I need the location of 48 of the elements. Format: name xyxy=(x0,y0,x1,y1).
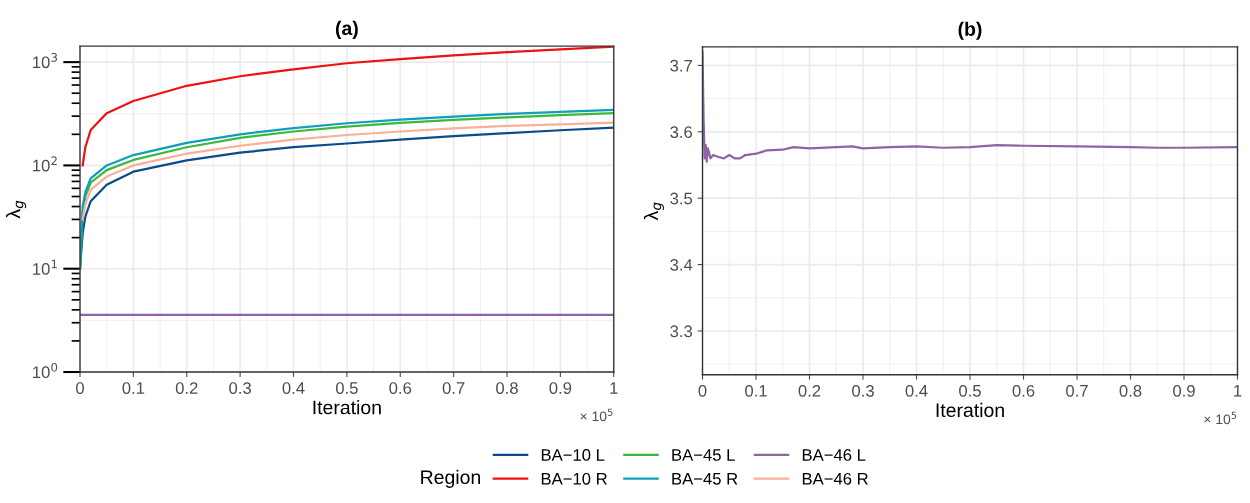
x-tick-label: 0.6 xyxy=(389,382,412,394)
y-tick-label: 10$^{3}$ xyxy=(33,52,57,69)
x-tick-label: 0.2 xyxy=(798,384,821,397)
line-series xyxy=(81,121,614,221)
x-tick-label: 0.9 xyxy=(1173,384,1195,397)
text: × 10$^{5}$ xyxy=(580,408,613,422)
x-axis-title: Iteration xyxy=(936,402,1004,418)
y-tick-label: 3.5 xyxy=(670,192,693,205)
x-tick-label: 0.3 xyxy=(229,382,251,394)
x-tick-label: 0.1 xyxy=(122,382,145,394)
legend-label: BA−10 L xyxy=(541,449,605,461)
legend-label: BA−46 R xyxy=(802,472,868,485)
y-tick-label: 3.3 xyxy=(670,325,693,338)
line-series xyxy=(702,51,1238,163)
chart-title: (b) xyxy=(958,21,982,40)
legend-label: BA−46 L xyxy=(802,449,866,461)
y-tick-label: 3.4 xyxy=(670,258,693,271)
x-tick-label: 0.9 xyxy=(549,382,572,394)
legend-label: BA−45 R xyxy=(672,473,738,485)
x-tick-label: 1 xyxy=(1234,385,1242,397)
legend-label: BA−45 L xyxy=(672,449,735,461)
y-axis-title: λ$_{g}$ xyxy=(643,202,664,221)
y-tick-label: 3.7 xyxy=(670,59,692,72)
y-tick-label: 10$^{0}$ xyxy=(33,362,58,379)
chart-title: (a) xyxy=(335,20,358,39)
x-tick-label: 0 xyxy=(76,382,84,394)
x-tick-label: 0.1 xyxy=(745,384,767,397)
y-tick-label: 10$^{2}$ xyxy=(33,156,57,172)
x-tick-label: 0.7 xyxy=(1066,384,1088,397)
x-tick-label: 0.3 xyxy=(852,384,874,397)
x-tick-label: 0 xyxy=(698,384,707,397)
x-tick-label: 0.8 xyxy=(496,382,518,394)
legend-label: BA−10 R xyxy=(541,472,607,485)
x-axis-title: Iteration xyxy=(313,400,381,415)
x-tick-label: 0.5 xyxy=(335,382,358,394)
x-tick-label: 0.5 xyxy=(959,384,981,397)
y-tick-label: 10$^{1}$ xyxy=(33,259,57,275)
x-tick-label: 0.6 xyxy=(1012,384,1035,397)
y-tick-label: 3.6 xyxy=(670,126,693,139)
x-tick-label: 0.8 xyxy=(1119,384,1142,397)
legend-title: Region xyxy=(421,469,480,488)
text: × 10$^{5}$ xyxy=(1204,411,1237,425)
x-tick-label: 0.2 xyxy=(175,382,198,394)
x-tick-label: 0.4 xyxy=(282,382,305,394)
x-tick-label: 0.7 xyxy=(442,382,465,394)
y-axis-title: λ$_{g}$ xyxy=(6,200,27,219)
x-tick-label: 1 xyxy=(610,382,618,394)
x-tick-label: 0.4 xyxy=(905,384,928,397)
